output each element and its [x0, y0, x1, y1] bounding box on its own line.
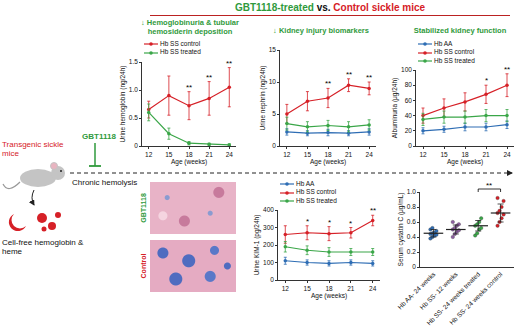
html-text:GBT1118: GBT1118	[82, 132, 116, 141]
svg-text:400: 400	[263, 206, 274, 213]
svg-text:21: 21	[482, 151, 490, 158]
html-text:↓ Kidney injury biomarkers: ↓ Kidney injury biomarkers	[273, 26, 369, 35]
svg-text:5: 5	[272, 110, 276, 117]
html-text:Hb SS treated: Hb SS treated	[160, 48, 201, 56]
svg-text:0: 0	[412, 263, 416, 270]
svg-text:**: **	[186, 83, 192, 92]
svg-text:24: 24	[503, 151, 511, 158]
svg-text:100: 100	[401, 66, 412, 73]
html-text:Hb AA: Hb AA	[434, 40, 453, 48]
svg-text:0: 0	[408, 142, 412, 149]
svg-text:10: 10	[269, 78, 277, 85]
html-text:Control: Control	[140, 253, 147, 279]
svg-text:24: 24	[366, 151, 374, 158]
svg-text:*: *	[328, 218, 331, 227]
svg-text:15: 15	[440, 151, 448, 158]
svg-text:1.0: 1.0	[129, 86, 138, 93]
svg-text:1.0: 1.0	[407, 188, 416, 195]
svg-text:60: 60	[405, 97, 413, 104]
svg-text:0: 0	[272, 142, 276, 149]
svg-text:21: 21	[347, 285, 355, 292]
svg-text:Age (weeks): Age (weeks)	[310, 158, 346, 166]
html-text:↓ Hemoglobinuria & tubular hem: ↓ Hemoglobinuria & tubular hemosiderin d…	[141, 18, 239, 36]
svg-text:0.4: 0.4	[407, 233, 416, 240]
html-text:GBT1118-treated vs. Control si: GBT1118-treated vs. Control sickle mice	[234, 2, 425, 13]
svg-text:20: 20	[405, 127, 413, 134]
html-text:Hb SS control: Hb SS control	[434, 48, 475, 56]
svg-text:40: 40	[405, 112, 413, 119]
svg-text:300: 300	[263, 224, 274, 231]
svg-text:Albuminuria (μg/24h): Albuminuria (μg/24h)	[391, 78, 399, 138]
svg-text:18: 18	[461, 151, 469, 158]
html-text:Hb AA: Hb AA	[296, 180, 315, 188]
svg-text:0: 0	[134, 142, 138, 149]
svg-text:*: *	[485, 76, 488, 85]
svg-text:21: 21	[206, 151, 214, 158]
html-text:Transgenic sickle mice: Transgenic sickle mice	[2, 140, 64, 158]
html-text:Hb SS control: Hb SS control	[296, 188, 337, 196]
svg-text:**: **	[346, 70, 352, 79]
svg-text:Hb SS- 24 weeks treated: Hb SS- 24 weeks treated	[425, 270, 481, 326]
svg-text:21: 21	[345, 151, 353, 158]
svg-text:**: **	[206, 73, 212, 82]
svg-text:Hb AA- 24 weeks: Hb AA- 24 weeks	[396, 270, 437, 311]
svg-text:12: 12	[145, 151, 153, 158]
html-text:Hb SS treated: Hb SS treated	[434, 56, 475, 64]
svg-text:15: 15	[269, 46, 277, 53]
svg-text:15: 15	[304, 151, 312, 158]
html-text:Stabilized kidney function: Stabilized kidney function	[413, 26, 507, 35]
svg-text:200: 200	[263, 241, 274, 248]
svg-text:12: 12	[282, 285, 290, 292]
svg-text:0.2: 0.2	[407, 248, 416, 255]
svg-text:Hb SS- 12 weeks: Hb SS- 12 weeks	[418, 270, 459, 311]
html-text:Hb SS treated: Hb SS treated	[296, 196, 337, 204]
svg-text:12: 12	[283, 151, 291, 158]
svg-text:Urine KIM-1 (pg/24h): Urine KIM-1 (pg/24h)	[253, 215, 261, 276]
svg-text:12: 12	[419, 151, 427, 158]
svg-text:Age (weeks): Age (weeks)	[171, 158, 207, 166]
svg-text:**: **	[504, 65, 510, 74]
svg-text:100: 100	[263, 259, 274, 266]
svg-text:0.6: 0.6	[407, 218, 416, 225]
svg-text:**: **	[325, 79, 331, 88]
svg-text:0: 0	[270, 276, 274, 283]
svg-text:18: 18	[324, 151, 332, 158]
svg-text:24: 24	[369, 285, 377, 292]
svg-text:Serum cystatin C (μg/mL): Serum cystatin C (μg/mL)	[397, 193, 405, 267]
svg-text:24: 24	[226, 151, 234, 158]
svg-text:**: **	[226, 59, 232, 68]
svg-text:*: *	[306, 217, 309, 226]
svg-text:**: **	[366, 73, 372, 82]
svg-text:18: 18	[325, 285, 333, 292]
svg-text:**: **	[370, 206, 376, 215]
html-text:Chronic hemolysis: Chronic hemolysis	[72, 178, 138, 187]
svg-text:**: **	[486, 181, 492, 190]
svg-text:18: 18	[185, 151, 193, 158]
svg-text:0.8: 0.8	[407, 203, 416, 210]
svg-text:15: 15	[165, 151, 173, 158]
svg-text:*: *	[349, 219, 352, 228]
svg-text:Urine hemoglobin (ng/24h): Urine hemoglobin (ng/24h)	[119, 66, 127, 143]
html-text:GBT1118: GBT1118	[140, 193, 147, 223]
svg-text:0.5: 0.5	[129, 114, 138, 121]
svg-text:80: 80	[405, 81, 413, 88]
svg-text:Age (weeks): Age (weeks)	[311, 292, 347, 300]
svg-text:15: 15	[304, 285, 312, 292]
svg-text:Urine nephrin (ng/24h): Urine nephrin (ng/24h)	[259, 65, 267, 130]
html-text:Hb SS control: Hb SS control	[160, 40, 201, 48]
svg-text:Age (weeks): Age (weeks)	[447, 158, 483, 166]
html-text:Cell-free hemoglobin & heme: Cell-free hemoglobin & heme	[2, 238, 84, 256]
svg-text:1.5: 1.5	[129, 58, 138, 65]
svg-text:Hb SS- 24 weeks control: Hb SS- 24 weeks control	[448, 270, 504, 326]
